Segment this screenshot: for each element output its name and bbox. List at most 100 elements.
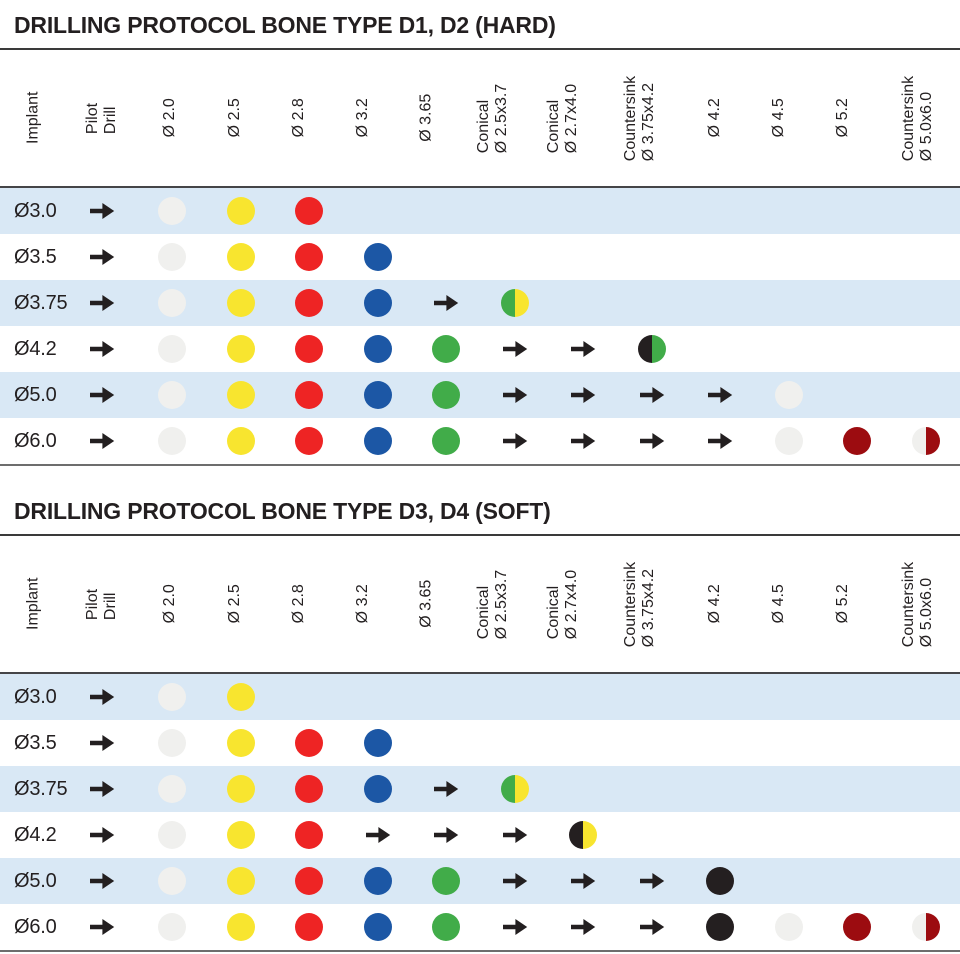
cell-pilot-drill xyxy=(66,766,138,812)
arrow-icon xyxy=(434,827,459,843)
drill-step-dot-blue xyxy=(363,381,392,409)
cell-d4-2 xyxy=(686,326,755,372)
drill-step-dot-lightgrey xyxy=(158,197,187,225)
cell-d4-5 xyxy=(755,720,824,766)
column-header-label: Countersink Ø 5.0x6.0 xyxy=(899,75,935,161)
cell-d4-5 xyxy=(755,904,824,950)
column-header-d5-2: Ø 5.2 xyxy=(823,50,862,186)
arrow-icon xyxy=(90,827,115,843)
protocol-row-d3.75: Ø3.75 xyxy=(0,766,960,812)
protocol-row-d3.5: Ø3.5 xyxy=(0,720,960,766)
cell-countersink-5-0x6-0 xyxy=(892,812,960,858)
cell-conical-2-7x4-0 xyxy=(549,372,618,418)
protocol-row-d4.2: Ø4.2 xyxy=(0,326,960,372)
drill-step-dot-lightgrey xyxy=(158,821,187,849)
drill-step-half-dot-green-yellow xyxy=(500,289,529,317)
cell-countersink-3-75x4-2 xyxy=(618,812,687,858)
arrow-icon xyxy=(502,827,527,843)
cell-d2-8 xyxy=(275,280,344,326)
cell-d2-0 xyxy=(138,372,207,418)
column-header-label: Ø 4.2 xyxy=(705,98,723,138)
cell-d2-5 xyxy=(207,674,276,720)
protocol-rows-soft: Ø3.0 Ø3.5 Ø3.75 Ø4.2 Ø5.0 Ø6.0 xyxy=(0,674,960,952)
cell-conical-2-5x3-7 xyxy=(481,858,550,904)
column-header-label: Ø 4.2 xyxy=(705,584,723,624)
cell-d3-2 xyxy=(344,326,413,372)
drill-step-dot-blue xyxy=(363,427,392,455)
cell-d2-0 xyxy=(138,280,207,326)
column-header-d2-8: Ø 2.8 xyxy=(279,536,318,672)
drill-step-dot-red xyxy=(295,913,324,941)
cell-d4-2 xyxy=(686,372,755,418)
cell-conical-2-7x4-0 xyxy=(549,766,618,812)
cell-d3-65 xyxy=(412,234,481,280)
cell-d4-5 xyxy=(755,674,824,720)
column-header-label: Implant xyxy=(24,91,42,145)
cell-conical-2-5x3-7 xyxy=(481,766,550,812)
cell-d3-2 xyxy=(344,188,413,234)
cell-d2-8 xyxy=(275,720,344,766)
cell-countersink-5-0x6-0 xyxy=(892,858,960,904)
cell-d4-5 xyxy=(755,418,824,464)
cell-d3-2 xyxy=(344,720,413,766)
column-header-label: Ø 5.2 xyxy=(833,584,851,624)
cell-conical-2-7x4-0 xyxy=(549,188,618,234)
cell-pilot-drill xyxy=(66,280,138,326)
cell-d4-2 xyxy=(686,766,755,812)
column-header-d3-2: Ø 3.2 xyxy=(343,536,382,672)
protocol-row-d5.0: Ø5.0 xyxy=(0,372,960,418)
arrow-icon xyxy=(434,781,459,797)
protocol-row-d6.0: Ø6.0 xyxy=(0,904,960,950)
cell-d3-65 xyxy=(412,766,481,812)
column-header-d2-0: Ø 2.0 xyxy=(150,536,189,672)
drill-step-dot-yellow xyxy=(226,289,255,317)
drill-step-dot-lightgrey xyxy=(158,775,187,803)
cell-conical-2-7x4-0 xyxy=(549,326,618,372)
arrow-icon xyxy=(639,387,664,403)
cell-d5-2 xyxy=(823,674,892,720)
title-divider xyxy=(0,48,960,50)
drill-step-dot-yellow xyxy=(226,427,255,455)
cell-d4-5 xyxy=(755,234,824,280)
drill-step-half-dot-black-yellow xyxy=(569,821,598,849)
cell-d4-2 xyxy=(686,418,755,464)
cell-d3-2 xyxy=(344,766,413,812)
column-header-pilot-drill: Pilot Drill xyxy=(84,536,120,672)
implant-label: Ø3.75 xyxy=(14,777,68,800)
cell-d4-2 xyxy=(686,720,755,766)
arrow-icon xyxy=(571,919,596,935)
column-header-label: Ø 2.8 xyxy=(289,98,307,138)
cell-d2-5 xyxy=(207,858,276,904)
column-header-conical-2-7x4-0: Conical Ø 2.7x4.0 xyxy=(528,50,597,186)
protocol-row-d6.0: Ø6.0 xyxy=(0,418,960,464)
cell-countersink-3-75x4-2 xyxy=(618,418,687,464)
cell-d2-8 xyxy=(275,234,344,280)
cell-conical-2-5x3-7 xyxy=(481,904,550,950)
cell-d2-0 xyxy=(138,812,207,858)
cell-countersink-3-75x4-2 xyxy=(618,372,687,418)
drill-step-dot-blue xyxy=(363,913,392,941)
cell-d2-0 xyxy=(138,766,207,812)
column-header-label: Ø 3.2 xyxy=(353,98,371,138)
cell-d3-2 xyxy=(344,674,413,720)
cell-d3-2 xyxy=(344,904,413,950)
cell-conical-2-7x4-0 xyxy=(549,904,618,950)
implant-label: Ø3.0 xyxy=(14,685,57,708)
column-header-label: Pilot Drill xyxy=(84,588,120,620)
drill-step-dot-red xyxy=(295,335,324,363)
column-header-implant: Implant xyxy=(7,536,59,672)
column-header-countersink-5-0x6-0: Countersink Ø 5.0x6.0 xyxy=(875,536,960,672)
implant-label: Ø4.2 xyxy=(14,823,57,846)
arrow-icon xyxy=(90,735,115,751)
cell-d3-2 xyxy=(344,418,413,464)
arrow-icon xyxy=(639,873,664,889)
column-header-label: Implant xyxy=(24,577,42,631)
column-header-d3-65: Ø 3.65 xyxy=(402,50,450,186)
column-header-label: Conical Ø 2.7x4.0 xyxy=(544,83,580,153)
drill-step-dot-lightgrey xyxy=(158,243,187,271)
cell-d2-8 xyxy=(275,812,344,858)
drill-step-dot-blue xyxy=(363,289,392,317)
implant-label: Ø3.75 xyxy=(14,291,68,314)
cell-d3-2 xyxy=(344,372,413,418)
cell-d5-2 xyxy=(823,720,892,766)
